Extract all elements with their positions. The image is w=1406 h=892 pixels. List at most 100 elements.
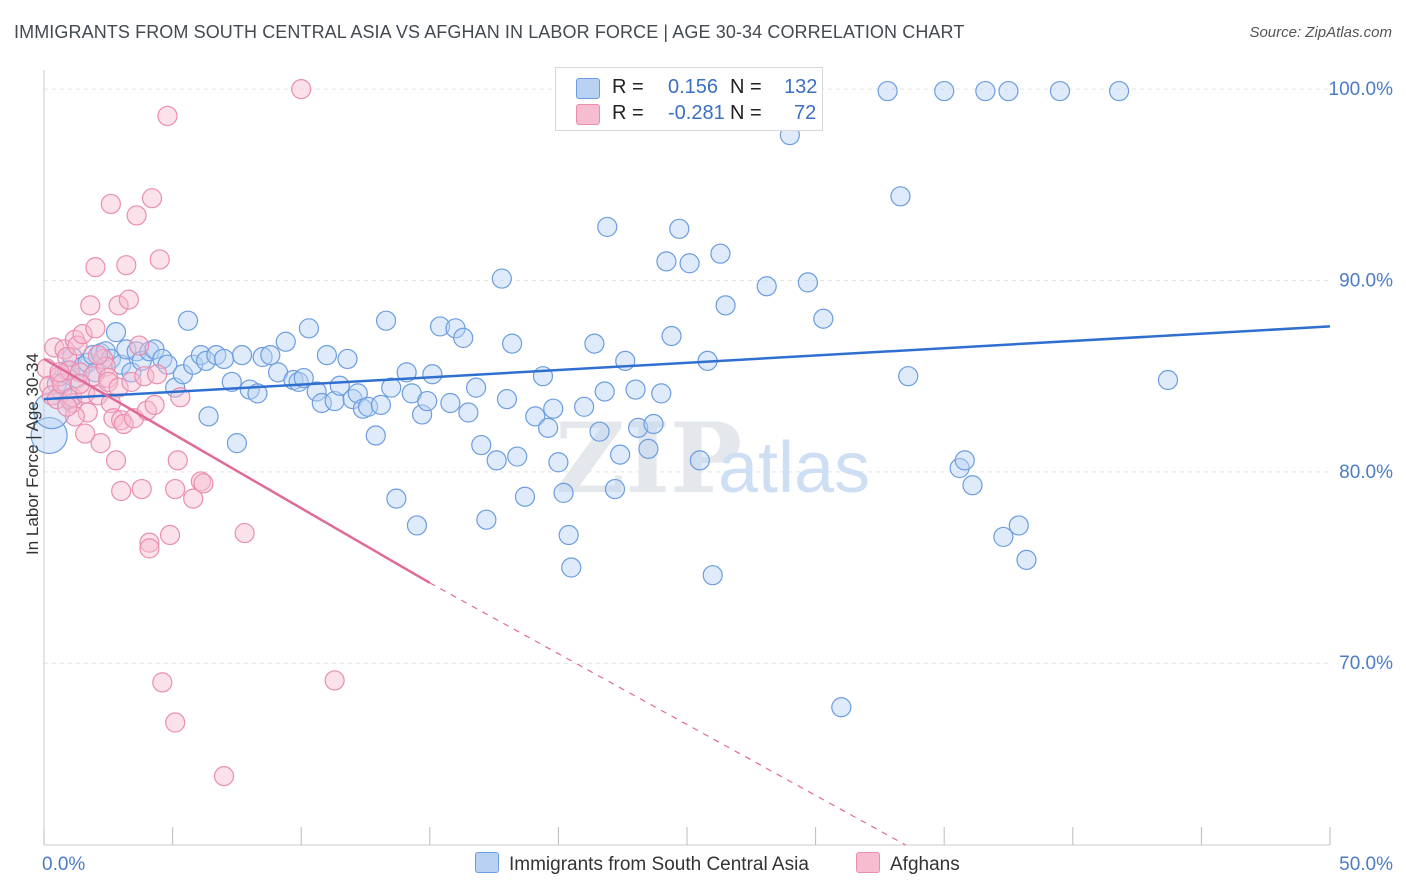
data-point-afghans [113, 413, 134, 435]
y-tick-label: 100.0% [1329, 79, 1394, 100]
data-point-afghans [141, 188, 163, 209]
data-point-south-central-asia [316, 345, 338, 366]
data-point-afghans [126, 205, 147, 226]
data-point-afghans [59, 360, 80, 381]
watermark-atlas: atlas [718, 428, 870, 508]
data-point-south-central-asia [689, 450, 710, 471]
data-point-south-central-asia [311, 392, 332, 414]
bottom-legend-item-south-central-asia: Immigrants from South Central Asia [475, 852, 809, 876]
data-point-south-central-asia [502, 333, 523, 354]
data-point-south-central-asia [558, 524, 579, 546]
data-point-south-central-asia [337, 348, 358, 370]
data-point-afghans [139, 532, 160, 553]
data-point-afghans [149, 249, 170, 270]
data-point-south-central-asia [507, 446, 528, 467]
data-point-afghans [157, 105, 178, 127]
data-point-south-central-asia [661, 325, 682, 347]
data-point-south-central-asia [306, 381, 327, 402]
data-point-south-central-asia [476, 509, 497, 530]
data-point-south-central-asia [386, 488, 407, 509]
data-point-afghans [100, 193, 121, 215]
legend-n-value: 132 [784, 76, 818, 98]
data-point-south-central-asia [890, 186, 911, 207]
data-point-afghans [167, 450, 188, 471]
data-point-south-central-asia [213, 348, 235, 370]
legend-r-label: R = [612, 76, 644, 98]
data-point-south-central-asia [597, 216, 618, 238]
legend-r-value: 0.156 [668, 76, 719, 98]
data-point-south-central-asia [625, 379, 646, 400]
data-point-south-central-asia [643, 413, 664, 435]
legend-n-value: 72 [794, 102, 817, 124]
bottom-legend-swatch-blue [475, 852, 499, 873]
data-point-afghans [291, 79, 312, 100]
data-point-afghans [85, 256, 106, 278]
stats-legend: R = 0.156 N = 132 R = -0.281 N = 72 [555, 67, 823, 131]
data-point-afghans [165, 478, 186, 500]
data-point-afghans [108, 295, 129, 316]
data-point-south-central-asia [357, 396, 379, 417]
legend-n-label: N = [730, 76, 762, 98]
data-point-afghans [131, 478, 152, 500]
y-tick-label: 90.0% [1339, 270, 1393, 291]
data-point-afghans [324, 670, 345, 691]
data-point-south-central-asia [440, 392, 461, 414]
y-axis-label: In Labor Force | Age 30-34 [23, 353, 42, 555]
legend-swatch-blue [576, 78, 600, 99]
data-point-south-central-asia [177, 310, 199, 331]
bottom-legend-label: Afghans [890, 854, 960, 875]
data-point-south-central-asia [543, 398, 564, 419]
data-point-south-central-asia [610, 444, 631, 465]
data-point-south-central-asia [651, 383, 672, 404]
data-point-afghans [67, 335, 88, 356]
data-point-south-central-asia [638, 438, 659, 459]
data-point-afghans [144, 394, 165, 415]
data-point-afghans [87, 345, 109, 366]
bottom-legend-swatch-pink [856, 852, 880, 873]
data-point-south-central-asia [604, 478, 626, 500]
data-point-south-central-asia [553, 482, 574, 504]
trend-line-afghans [43, 357, 431, 584]
data-point-afghans [75, 423, 96, 444]
data-point-afghans [69, 373, 91, 394]
data-point-south-central-asia [347, 383, 368, 404]
data-point-south-central-asia [756, 276, 777, 297]
data-point-south-central-asia [198, 406, 219, 427]
data-point-south-central-asia [548, 452, 569, 473]
y-axis-label-container: In Labor Force | Age 30-34 [18, 0, 48, 892]
data-point-south-central-asia [934, 80, 955, 102]
series-south-central-asia-points [30, 80, 1179, 718]
legend-swatch-pink [576, 104, 600, 125]
data-point-south-central-asia [486, 450, 507, 471]
legend-r-label: R = [612, 102, 644, 124]
data-point-afghans [183, 488, 204, 509]
data-point-south-central-asia [538, 417, 559, 438]
data-point-south-central-asia [411, 404, 433, 425]
data-point-afghans [108, 377, 129, 398]
data-point-south-central-asia [954, 450, 975, 471]
data-point-south-central-asia [898, 366, 919, 387]
data-point-south-central-asia [877, 80, 898, 102]
data-point-south-central-asia [370, 394, 392, 415]
series-afghans-points [36, 79, 345, 787]
data-point-south-central-asia [628, 417, 649, 438]
data-point-afghans [111, 410, 132, 431]
data-point-afghans [234, 522, 255, 544]
trend-lines [43, 325, 1331, 846]
data-point-south-central-asia [998, 80, 1019, 102]
data-point-afghans [103, 408, 124, 429]
data-point-south-central-asia [702, 565, 723, 586]
data-point-afghans [111, 480, 132, 502]
data-point-south-central-asia [561, 557, 582, 578]
data-point-south-central-asia [813, 308, 834, 329]
data-point-south-central-asia [298, 318, 320, 339]
tick-labels: 70.0% 80.0% 90.0% 100.0% 0.0% 50.0% [42, 79, 1393, 875]
x-tick-label: 50.0% [1339, 854, 1393, 875]
data-point-south-central-asia [1016, 549, 1037, 570]
data-point-afghans [118, 289, 139, 310]
data-point-south-central-asia [365, 425, 386, 446]
data-point-south-central-asia [195, 350, 217, 371]
data-point-afghans [152, 672, 173, 693]
legend-r-value: -0.281 [668, 102, 725, 124]
